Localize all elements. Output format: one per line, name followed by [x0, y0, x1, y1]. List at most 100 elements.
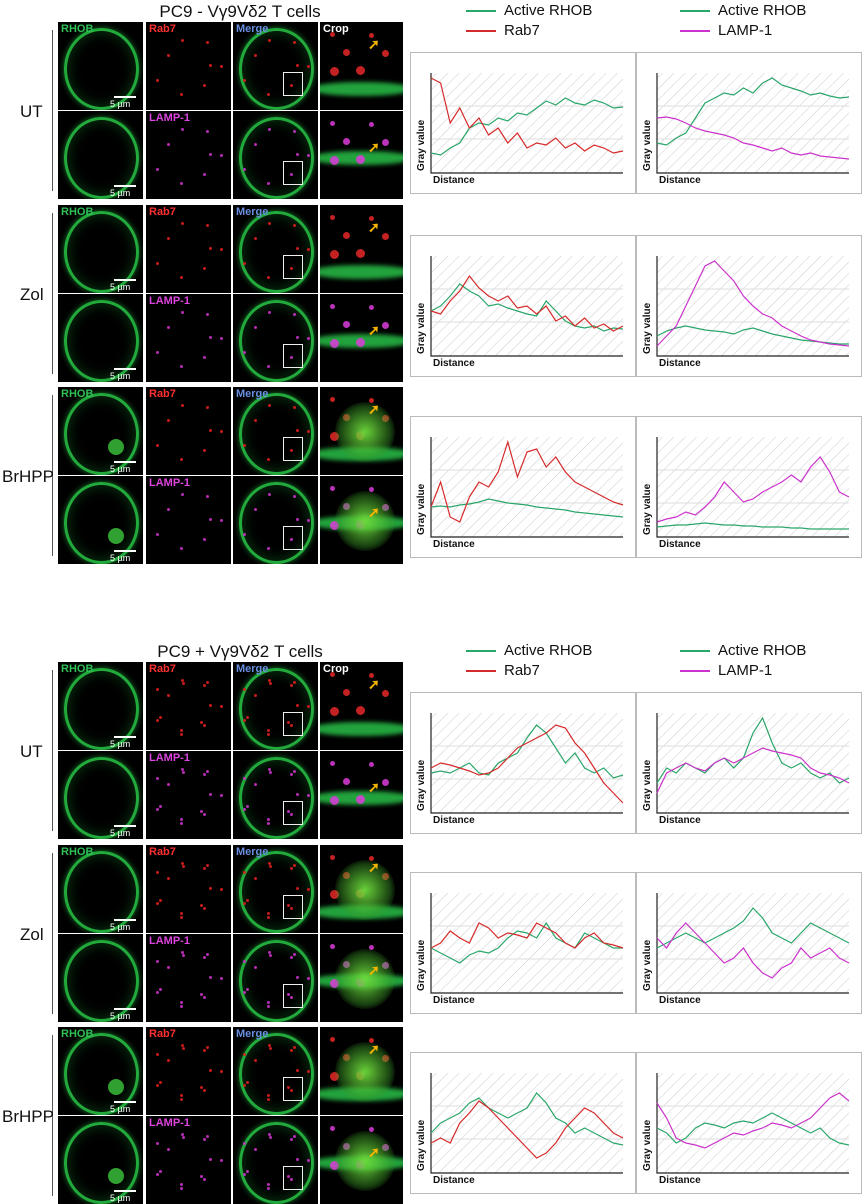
line-plot: Gray value Distance — [410, 692, 636, 834]
plot-svg — [430, 256, 624, 357]
series-line-lamp-1 — [656, 922, 850, 979]
legend-item-rab7-swatch — [466, 30, 496, 33]
cell-membrane — [64, 668, 139, 750]
puncta — [307, 518, 311, 522]
micrograph-merge: Merge — [233, 1027, 318, 1115]
legend-item-rab7-label: Rab7 — [504, 22, 540, 39]
roi-box — [283, 712, 303, 736]
legend-item-rab7: Rab7 — [466, 662, 540, 679]
puncta — [246, 716, 250, 720]
puncta — [330, 1161, 339, 1170]
cell-membrane — [239, 1033, 314, 1115]
roi-box — [283, 1077, 303, 1101]
puncta — [295, 976, 299, 979]
puncta — [330, 121, 335, 126]
x-axis-label: Distance — [659, 995, 701, 1006]
channel-label-merge: Merge — [236, 388, 269, 400]
legend-item-rab7-swatch — [466, 670, 496, 673]
puncta — [269, 954, 273, 958]
plot-svg — [656, 73, 850, 174]
puncta — [343, 232, 350, 239]
cell-membrane — [239, 482, 314, 564]
puncta — [199, 721, 203, 725]
arrow-icon: ➚ — [368, 676, 380, 692]
arrow-icon: ➚ — [368, 401, 380, 417]
membrane-band — [320, 82, 403, 96]
channel-label-rab7: LAMP-1 — [149, 1117, 190, 1129]
line-plot: Gray value Distance — [636, 416, 862, 558]
puncta — [205, 1045, 209, 1049]
puncta — [289, 907, 293, 911]
puncta — [356, 155, 365, 164]
scale-bar — [114, 279, 136, 281]
puncta — [369, 673, 374, 678]
puncta — [330, 521, 339, 530]
puncta — [330, 1126, 335, 1131]
puncta — [156, 777, 160, 781]
puncta — [369, 122, 374, 127]
puncta — [202, 538, 206, 542]
puncta — [179, 276, 183, 280]
micrograph-crop: ➚ — [320, 476, 403, 564]
puncta — [307, 1069, 311, 1073]
puncta — [208, 1158, 212, 1161]
micrograph-crop: ➚ — [320, 111, 403, 199]
puncta — [243, 1053, 247, 1057]
puncta — [253, 1059, 257, 1063]
cell-membrane — [239, 211, 314, 293]
cell-membrane — [64, 117, 139, 199]
micrograph-merge — [233, 294, 318, 382]
micrograph-crop: ➚ Crop — [320, 662, 403, 750]
puncta — [292, 312, 296, 316]
puncta — [242, 350, 246, 354]
puncta — [246, 988, 250, 992]
cell-membrane — [64, 940, 139, 1022]
cell-membrane — [239, 668, 314, 750]
axis — [656, 1073, 849, 1174]
series-line-active-rhob — [430, 498, 624, 518]
puncta — [182, 1136, 186, 1140]
y-axis-label: Gray value — [642, 119, 653, 171]
cell-membrane — [64, 28, 139, 110]
puncta — [290, 867, 294, 871]
puncta — [203, 773, 207, 777]
puncta — [203, 956, 207, 960]
puncta — [220, 1158, 224, 1162]
scale-bar — [114, 1101, 136, 1103]
puncta — [208, 704, 212, 707]
puncta — [166, 508, 170, 512]
micrograph-rab7: LAMP-1 — [146, 476, 231, 564]
puncta — [202, 724, 206, 728]
puncta — [369, 856, 374, 861]
puncta — [220, 153, 224, 157]
line-plot: Gray value Distance — [410, 52, 636, 194]
axis — [656, 256, 849, 357]
puncta — [266, 1005, 270, 1009]
puncta — [307, 336, 311, 340]
channel-label-rhob: RHOB — [61, 846, 94, 858]
puncta — [220, 1069, 224, 1073]
puncta — [202, 907, 206, 911]
puncta — [220, 336, 224, 340]
cluster-blob — [108, 1168, 124, 1184]
micrograph-merge: Merge — [233, 387, 318, 475]
puncta — [330, 672, 335, 677]
axis — [656, 713, 849, 814]
micrograph-rab7: Rab7 — [146, 845, 231, 933]
puncta — [290, 1138, 294, 1142]
roi-box — [283, 526, 303, 550]
puncta — [179, 916, 183, 920]
legend-item-rhob: Active RHOB — [680, 642, 806, 659]
plot-area — [431, 73, 623, 173]
puncta — [268, 678, 272, 682]
series-line-rab7 — [430, 922, 624, 949]
scale-bar-label: 5 µm — [110, 464, 131, 474]
series-line-active-rhob — [430, 724, 624, 779]
plot-area — [431, 713, 623, 813]
axis — [430, 73, 623, 174]
plot-svg — [430, 73, 624, 174]
puncta — [356, 66, 365, 75]
puncta — [181, 38, 185, 42]
puncta — [166, 54, 170, 58]
micrograph-merge — [233, 476, 318, 564]
